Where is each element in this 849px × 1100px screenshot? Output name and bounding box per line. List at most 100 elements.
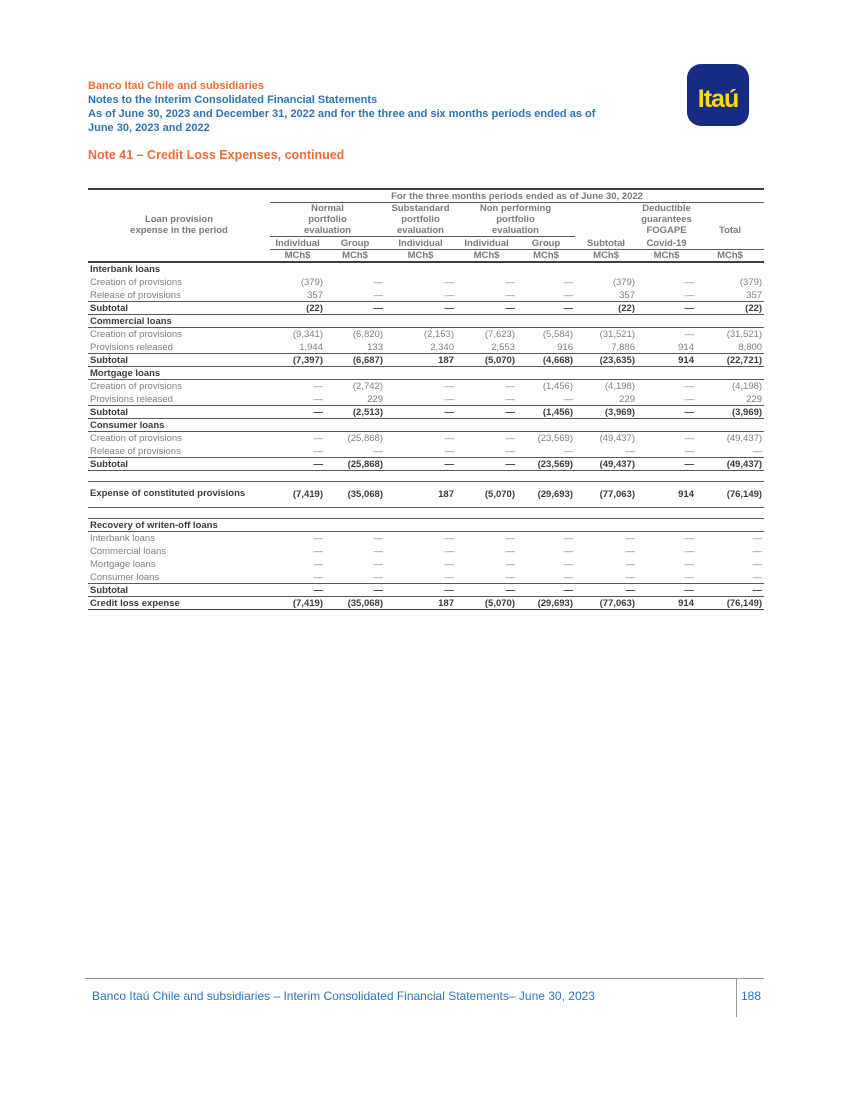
value-cell: —: [684, 533, 695, 544]
value-cell: 914: [637, 596, 696, 610]
column-subheader: Group: [517, 236, 575, 250]
column-subheader: Individual: [385, 236, 456, 250]
value-cell: (29,693): [517, 480, 575, 508]
value-cell: (49,437): [575, 457, 637, 471]
column-group-header: Total: [719, 225, 742, 236]
value-cell: —: [313, 381, 324, 392]
spacer-cell: [88, 470, 764, 481]
value-cell: (49,437): [696, 457, 765, 471]
value-cell: —: [575, 583, 637, 597]
value-cell: —: [456, 444, 517, 458]
unit-header: MCh$: [270, 249, 325, 263]
value-cell: —: [505, 546, 516, 557]
value-cell: —: [505, 381, 516, 392]
value-cell: (4,198): [604, 381, 635, 392]
unit-header: MCh$: [456, 249, 517, 263]
value-cell: (7,419): [270, 596, 325, 610]
value-cell: (7,623): [484, 329, 515, 340]
value-cell: (49,437): [726, 433, 763, 444]
value-cell: (2,153): [423, 329, 454, 340]
value-cell: —: [444, 559, 455, 570]
unit-header: MCh$: [517, 249, 575, 263]
value-cell: —: [373, 533, 384, 544]
credit-loss-table-container: For the three months periods ended as of…: [88, 188, 765, 610]
value-cell: 914: [637, 353, 696, 367]
value-cell: —: [684, 546, 695, 557]
data-row: Creation of provisions — (2,742) — — (1,456) (…: [88, 379, 764, 392]
footer-text: Banco Itaú Chile and subsidiaries – Inte…: [92, 989, 595, 1003]
unit-header: MCh$: [325, 249, 385, 263]
value-cell: —: [684, 433, 695, 444]
value-cell: 2,553: [456, 340, 517, 354]
value-cell: —: [625, 533, 636, 544]
value-cell: (2,742): [352, 381, 383, 392]
row-label: Creation of provisions: [90, 381, 182, 392]
value-cell: —: [385, 288, 456, 302]
value-cell: —: [325, 301, 385, 315]
value-cell: —: [385, 444, 456, 458]
value-cell: —: [563, 533, 574, 544]
section-row: Interbank loans: [88, 262, 764, 275]
value-cell: 2,340: [385, 340, 456, 354]
value-cell: —: [575, 444, 637, 458]
value-cell: —: [325, 444, 385, 458]
value-cell: —: [456, 392, 517, 406]
footer-divider: [736, 978, 737, 1017]
section-row: Commercial loans: [88, 314, 765, 328]
value-cell: —: [637, 583, 696, 597]
row-label: Subtotal: [88, 353, 270, 367]
column-subheader: [696, 236, 765, 250]
empty-cell: [88, 189, 270, 202]
value-cell: —: [517, 392, 575, 406]
section-row: Recovery of writen-off loans: [88, 517, 765, 532]
value-cell: (31,521): [599, 329, 635, 340]
value-cell: —: [637, 392, 696, 406]
table-header: For the three months periods ended as of…: [88, 189, 765, 263]
value-cell: —: [505, 433, 516, 444]
value-cell: —: [313, 533, 324, 544]
value-cell: 7,886: [575, 340, 637, 354]
subtotal-row: Credit loss expense (7,419) (35,068) 187 (5,…: [88, 596, 765, 610]
data-row: Interbank loans — — — — — — — —: [88, 531, 764, 544]
value-cell: —: [505, 533, 516, 544]
spacer-row: [88, 507, 764, 518]
column-subheader: Subtotal: [575, 236, 637, 250]
value-cell: (31,521): [726, 329, 763, 340]
value-cell: (23,569): [537, 433, 573, 444]
data-row: Commercial loans — — — — — — — —: [88, 544, 764, 557]
value-cell: —: [270, 570, 325, 584]
section-label: Recovery of writen-off loans: [88, 517, 765, 532]
value-cell: (5,070): [456, 353, 517, 367]
column-group-header: Normal portfolio evaluation: [270, 202, 385, 237]
value-cell: (1,456): [542, 381, 573, 392]
section-label: Mortgage loans: [88, 366, 765, 380]
value-cell: —: [456, 301, 517, 315]
value-cell: (5,070): [456, 596, 517, 610]
value-cell: —: [505, 559, 516, 570]
column-group-header: [575, 202, 637, 236]
value-cell: (3,969): [696, 405, 765, 419]
value-cell: —: [696, 583, 765, 597]
value-cell: (379): [739, 277, 763, 288]
value-cell: —: [385, 570, 456, 584]
value-cell: —: [313, 546, 324, 557]
period-header-row: For the three months periods ended as of…: [88, 189, 765, 203]
value-cell: 357: [696, 288, 765, 302]
value-cell: 187: [385, 480, 456, 508]
value-cell: —: [325, 288, 385, 302]
value-cell: (76,149): [696, 480, 765, 508]
value-cell: —: [505, 277, 516, 288]
section-label: Commercial loans: [88, 314, 765, 328]
value-cell: (1,456): [517, 405, 575, 419]
period-header: For the three months periods ended as of…: [270, 189, 765, 203]
value-cell: (2,513): [325, 405, 385, 419]
value-cell: (23,569): [517, 457, 575, 471]
page-number: 188: [741, 989, 762, 1003]
row-label: Commercial loans: [90, 546, 167, 557]
value-cell: (6,687): [325, 353, 385, 367]
value-cell: (6,820): [352, 329, 383, 340]
row-label: Creation of provisions: [90, 277, 182, 288]
subtotal-row: Subtotal — (2,513) — — (1,456) (3,969) — (3,969): [88, 405, 765, 419]
value-cell: (4,198): [731, 381, 763, 392]
